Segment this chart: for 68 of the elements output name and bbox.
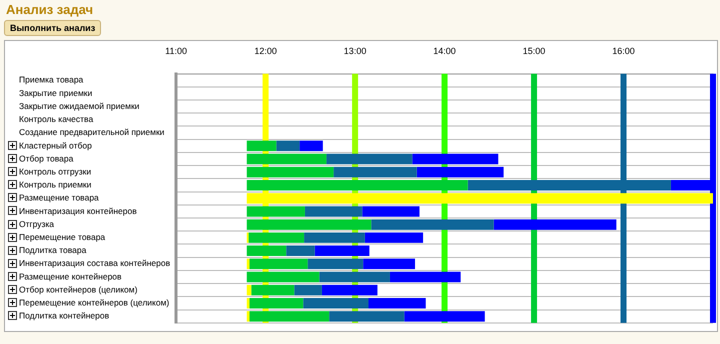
bar [246,140,276,152]
bar [308,258,364,270]
bar [304,206,362,217]
bar [300,140,323,152]
bar [334,166,417,178]
bar [286,246,315,256]
y-tick-label: Подлитка контейнеров [19,310,110,321]
y-tick-label: Отбор контейнеров (целиком) [19,284,138,294]
y-tick-label: Размещение товара [19,192,100,203]
bar [294,284,322,296]
y-tick-label: Отгрузка [19,218,54,229]
bar [329,311,404,322]
x-tick-label: 16:00 [612,46,635,56]
text: Анализ задач [6,2,94,17]
bar [362,206,420,217]
bar [303,298,368,308]
bar [246,284,252,296]
bar [322,284,378,296]
bar [326,154,412,164]
x-tick-label: 11:00 [165,46,188,56]
x-tick-label: 14:00 [433,46,456,56]
bar [246,206,305,217]
bar [246,219,372,230]
bar [404,311,485,322]
x-tick-label: 13:00 [344,46,366,56]
bar [246,311,250,322]
bar [248,232,304,243]
bar [368,298,426,308]
y-tick-label: Инвентаризация контейнеров [19,206,138,216]
x-tick-label: 12:00 [254,46,277,56]
y-tick-label: Контроль отгрузки [19,166,92,176]
y-tick-label: Перемещение контейнеров (целиком) [19,298,170,308]
x-tick-label: 15:00 [522,46,546,56]
bar [246,166,334,178]
bar [246,180,468,190]
bar [363,258,416,270]
bar [319,272,390,282]
bar [371,219,494,230]
text: Выполнить анализ [4,20,102,36]
y-tick-label: Создание предварительной приемки [19,127,165,138]
y-tick-label: Закрытие ожидаемой приемки [19,100,140,111]
bar [494,219,616,230]
y-tick-label: Инвентаризация состава контейнеров [19,258,171,268]
bar [249,298,304,308]
y-tick-label: Закрытие приемки [19,88,93,98]
y-tick-label: Кластерный отбор [19,140,92,150]
y-tick-label: Контроль приемки [19,180,92,190]
y-tick-label: Размещение контейнеров [19,271,122,282]
bar [246,246,286,256]
bar [314,246,370,256]
bar [246,298,250,308]
bar [246,154,326,164]
bar [251,284,294,296]
bar [276,140,300,152]
bar [390,272,461,282]
bar [416,166,504,178]
bar [246,272,320,282]
bar [412,154,498,164]
y-tick-label: Отбор товара [19,153,74,164]
bar [364,232,424,243]
y-tick-label: Подлитка товара [19,245,87,256]
bar [246,258,250,270]
y-tick-label: Контроль качества [19,114,94,124]
bar [249,258,308,270]
bar [249,311,330,322]
y-tick-label: Перемещение товара [19,232,106,242]
bar [304,232,365,243]
y-tick-label: Приемка товара [19,74,84,85]
